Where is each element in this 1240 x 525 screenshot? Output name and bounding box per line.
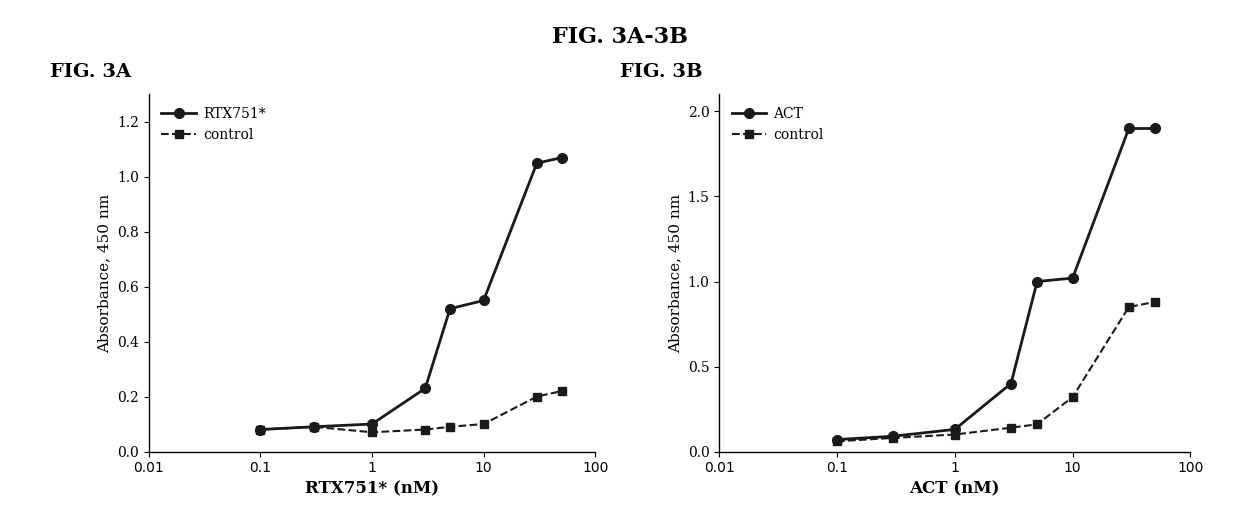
ACT (1147, 125, 1162, 132)
RTX751* (443, 306, 458, 312)
control (365, 429, 379, 435)
Line: control: control (257, 387, 565, 436)
Legend: ACT, control: ACT, control (727, 101, 830, 148)
ACT (947, 426, 962, 433)
X-axis label: ACT (nM): ACT (nM) (910, 481, 999, 498)
control (529, 393, 544, 400)
RTX751* (529, 160, 544, 166)
Y-axis label: Absorbance, 450 nm: Absorbance, 450 nm (98, 193, 112, 353)
RTX751* (554, 154, 569, 161)
control (830, 438, 844, 445)
control (418, 426, 433, 433)
control (306, 424, 321, 430)
Text: FIG. 3A-3B: FIG. 3A-3B (552, 26, 688, 48)
Text: FIG. 3B: FIG. 3B (620, 63, 703, 81)
control (1065, 394, 1080, 400)
control (443, 424, 458, 430)
control (253, 426, 268, 433)
Y-axis label: Absorbance, 450 nm: Absorbance, 450 nm (668, 193, 682, 353)
ACT (1029, 278, 1044, 285)
Legend: RTX751*, control: RTX751*, control (156, 101, 272, 148)
X-axis label: RTX751* (nM): RTX751* (nM) (305, 481, 439, 498)
ACT (1003, 380, 1018, 386)
RTX751* (418, 385, 433, 392)
Text: FIG. 3A: FIG. 3A (50, 63, 130, 81)
RTX751* (306, 424, 321, 430)
Line: ACT: ACT (832, 124, 1159, 445)
ACT (830, 436, 844, 443)
control (476, 421, 491, 427)
control (1147, 299, 1162, 305)
ACT (1065, 275, 1080, 281)
control (1029, 421, 1044, 427)
control (885, 435, 900, 441)
RTX751* (253, 426, 268, 433)
RTX751* (476, 297, 491, 303)
Line: control: control (833, 298, 1159, 446)
control (1121, 304, 1136, 310)
ACT (1121, 125, 1136, 132)
control (947, 432, 962, 438)
control (554, 388, 569, 394)
Line: RTX751*: RTX751* (255, 153, 567, 434)
ACT (885, 433, 900, 439)
RTX751* (365, 421, 379, 427)
control (1003, 425, 1018, 431)
